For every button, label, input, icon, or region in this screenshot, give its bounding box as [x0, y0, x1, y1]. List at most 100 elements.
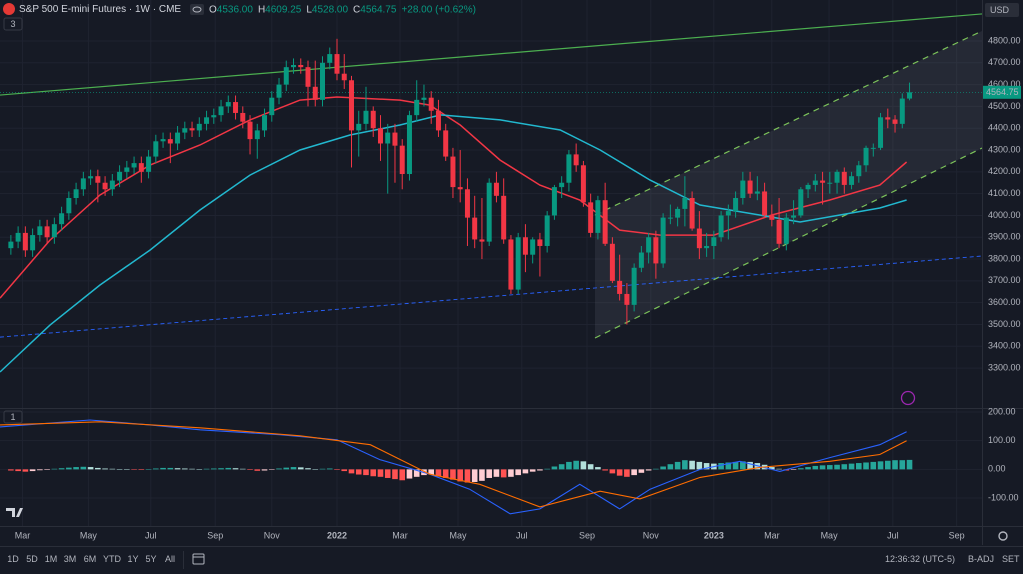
histogram-bar — [225, 467, 232, 470]
histogram-bar — [479, 469, 485, 481]
histogram-bar — [573, 460, 579, 470]
histogram-bar — [544, 468, 550, 470]
candle-body — [733, 198, 739, 212]
candle-body — [269, 97, 275, 116]
candle-body — [450, 156, 456, 188]
histogram-bar — [124, 469, 130, 470]
x-tick-label: Jul — [145, 530, 157, 540]
quote-key: O — [209, 4, 217, 15]
candle-body — [160, 139, 166, 142]
macd-line — [0, 419, 907, 515]
candle-body — [878, 117, 884, 148]
candle-body — [109, 180, 115, 190]
macd-line — [0, 421, 907, 508]
range-button[interactable]: 1Y — [127, 554, 138, 564]
quote-key: H — [258, 4, 265, 15]
range-button[interactable]: 5Y — [145, 554, 156, 564]
y-tick-label: -100.00 — [988, 492, 1019, 502]
histogram-bar — [537, 469, 543, 471]
candle-body — [30, 235, 36, 251]
histogram-bar — [290, 467, 297, 470]
histogram-bar — [819, 465, 826, 470]
range-button[interactable]: 3M — [64, 554, 77, 564]
histogram-bar — [747, 461, 753, 470]
range-button[interactable]: 5D — [26, 554, 38, 564]
histogram-bar — [276, 468, 282, 470]
histogram-bar — [22, 469, 29, 472]
symbol-icon[interactable] — [3, 3, 15, 15]
collapse-button[interactable] — [3, 17, 23, 31]
candle-body — [80, 178, 86, 190]
candle-body — [457, 187, 463, 190]
collapse-button[interactable] — [3, 410, 23, 424]
histogram-bar — [283, 467, 290, 470]
currency-label[interactable]: USD — [990, 5, 1010, 15]
trend-line — [0, 255, 983, 338]
adjustment-button[interactable]: B-ADJ — [968, 554, 994, 564]
candle-body — [283, 67, 289, 85]
candle-body — [421, 97, 427, 100]
quote-value: 4609.25 — [265, 4, 302, 15]
histogram-bar — [732, 461, 739, 470]
range-button[interactable]: 1D — [7, 554, 19, 564]
candle-body — [559, 182, 565, 188]
histogram-bar — [471, 469, 478, 482]
symbol-title[interactable]: S&P 500 E-mini Futures · 1W · CME — [19, 4, 181, 15]
candle-body — [247, 121, 253, 140]
histogram-bar — [305, 468, 311, 470]
settings-button[interactable] — [998, 531, 1008, 541]
pane-count[interactable]: 1 — [10, 412, 15, 422]
candle-body — [8, 241, 14, 249]
pane-count[interactable]: 3 — [10, 19, 15, 29]
histogram-bar — [834, 464, 840, 470]
range-button[interactable]: 6M — [84, 554, 97, 564]
histogram-bar — [268, 469, 275, 470]
histogram-bar — [131, 469, 137, 470]
bottom-toolbar: 1D 5D 1M 3M 6M YTD 1Y 5Y All 12:36:32 (UTC-5) B-AD… — [7, 554, 1020, 564]
candle-body — [204, 117, 210, 124]
visibility-icon[interactable] — [190, 4, 204, 15]
candle-body — [609, 243, 615, 281]
candle-body — [59, 213, 65, 225]
range-button[interactable]: All — [165, 554, 175, 564]
histogram-bar — [247, 469, 253, 470]
calendar-button[interactable] — [192, 553, 205, 565]
candle-body — [22, 232, 28, 251]
candle-body — [718, 215, 724, 238]
session-button[interactable]: SET — [1002, 554, 1020, 564]
x-tick-label: May — [821, 530, 839, 540]
histogram-bar — [798, 468, 804, 470]
candle-body — [262, 115, 268, 131]
candle-body — [885, 117, 891, 120]
histogram-bar — [493, 469, 500, 477]
histogram-bar — [370, 469, 377, 477]
candle-body — [638, 252, 644, 268]
range-button[interactable]: 1M — [45, 554, 58, 564]
histogram-bar — [355, 469, 362, 475]
x-tick-label: 2022 — [327, 530, 347, 540]
x-tick-label: Mar — [764, 530, 780, 540]
candle-body — [791, 215, 797, 218]
candle-body — [117, 171, 123, 181]
histogram-bar — [769, 467, 775, 470]
x-tick-label: Sep — [579, 530, 595, 540]
histogram-bar — [551, 466, 558, 470]
x-tick-label: 2023 — [704, 530, 724, 540]
candle-body — [892, 119, 898, 124]
histogram-bar — [37, 469, 43, 471]
histogram-bar — [464, 469, 471, 483]
grid-layer — [0, 0, 982, 526]
range-button[interactable]: YTD — [103, 554, 122, 564]
histogram-bar — [428, 469, 435, 475]
clock[interactable]: 12:36:32 (UTC-5) — [885, 554, 955, 564]
candle-body — [834, 171, 840, 183]
currency-button[interactable] — [985, 3, 1019, 17]
histogram-bar — [638, 469, 645, 473]
candle-body — [870, 147, 876, 149]
alert-icon[interactable] — [900, 390, 916, 406]
histogram-bar — [109, 468, 116, 470]
candle-body — [233, 102, 239, 113]
candle-body — [812, 180, 818, 185]
histogram-bar — [653, 468, 659, 470]
